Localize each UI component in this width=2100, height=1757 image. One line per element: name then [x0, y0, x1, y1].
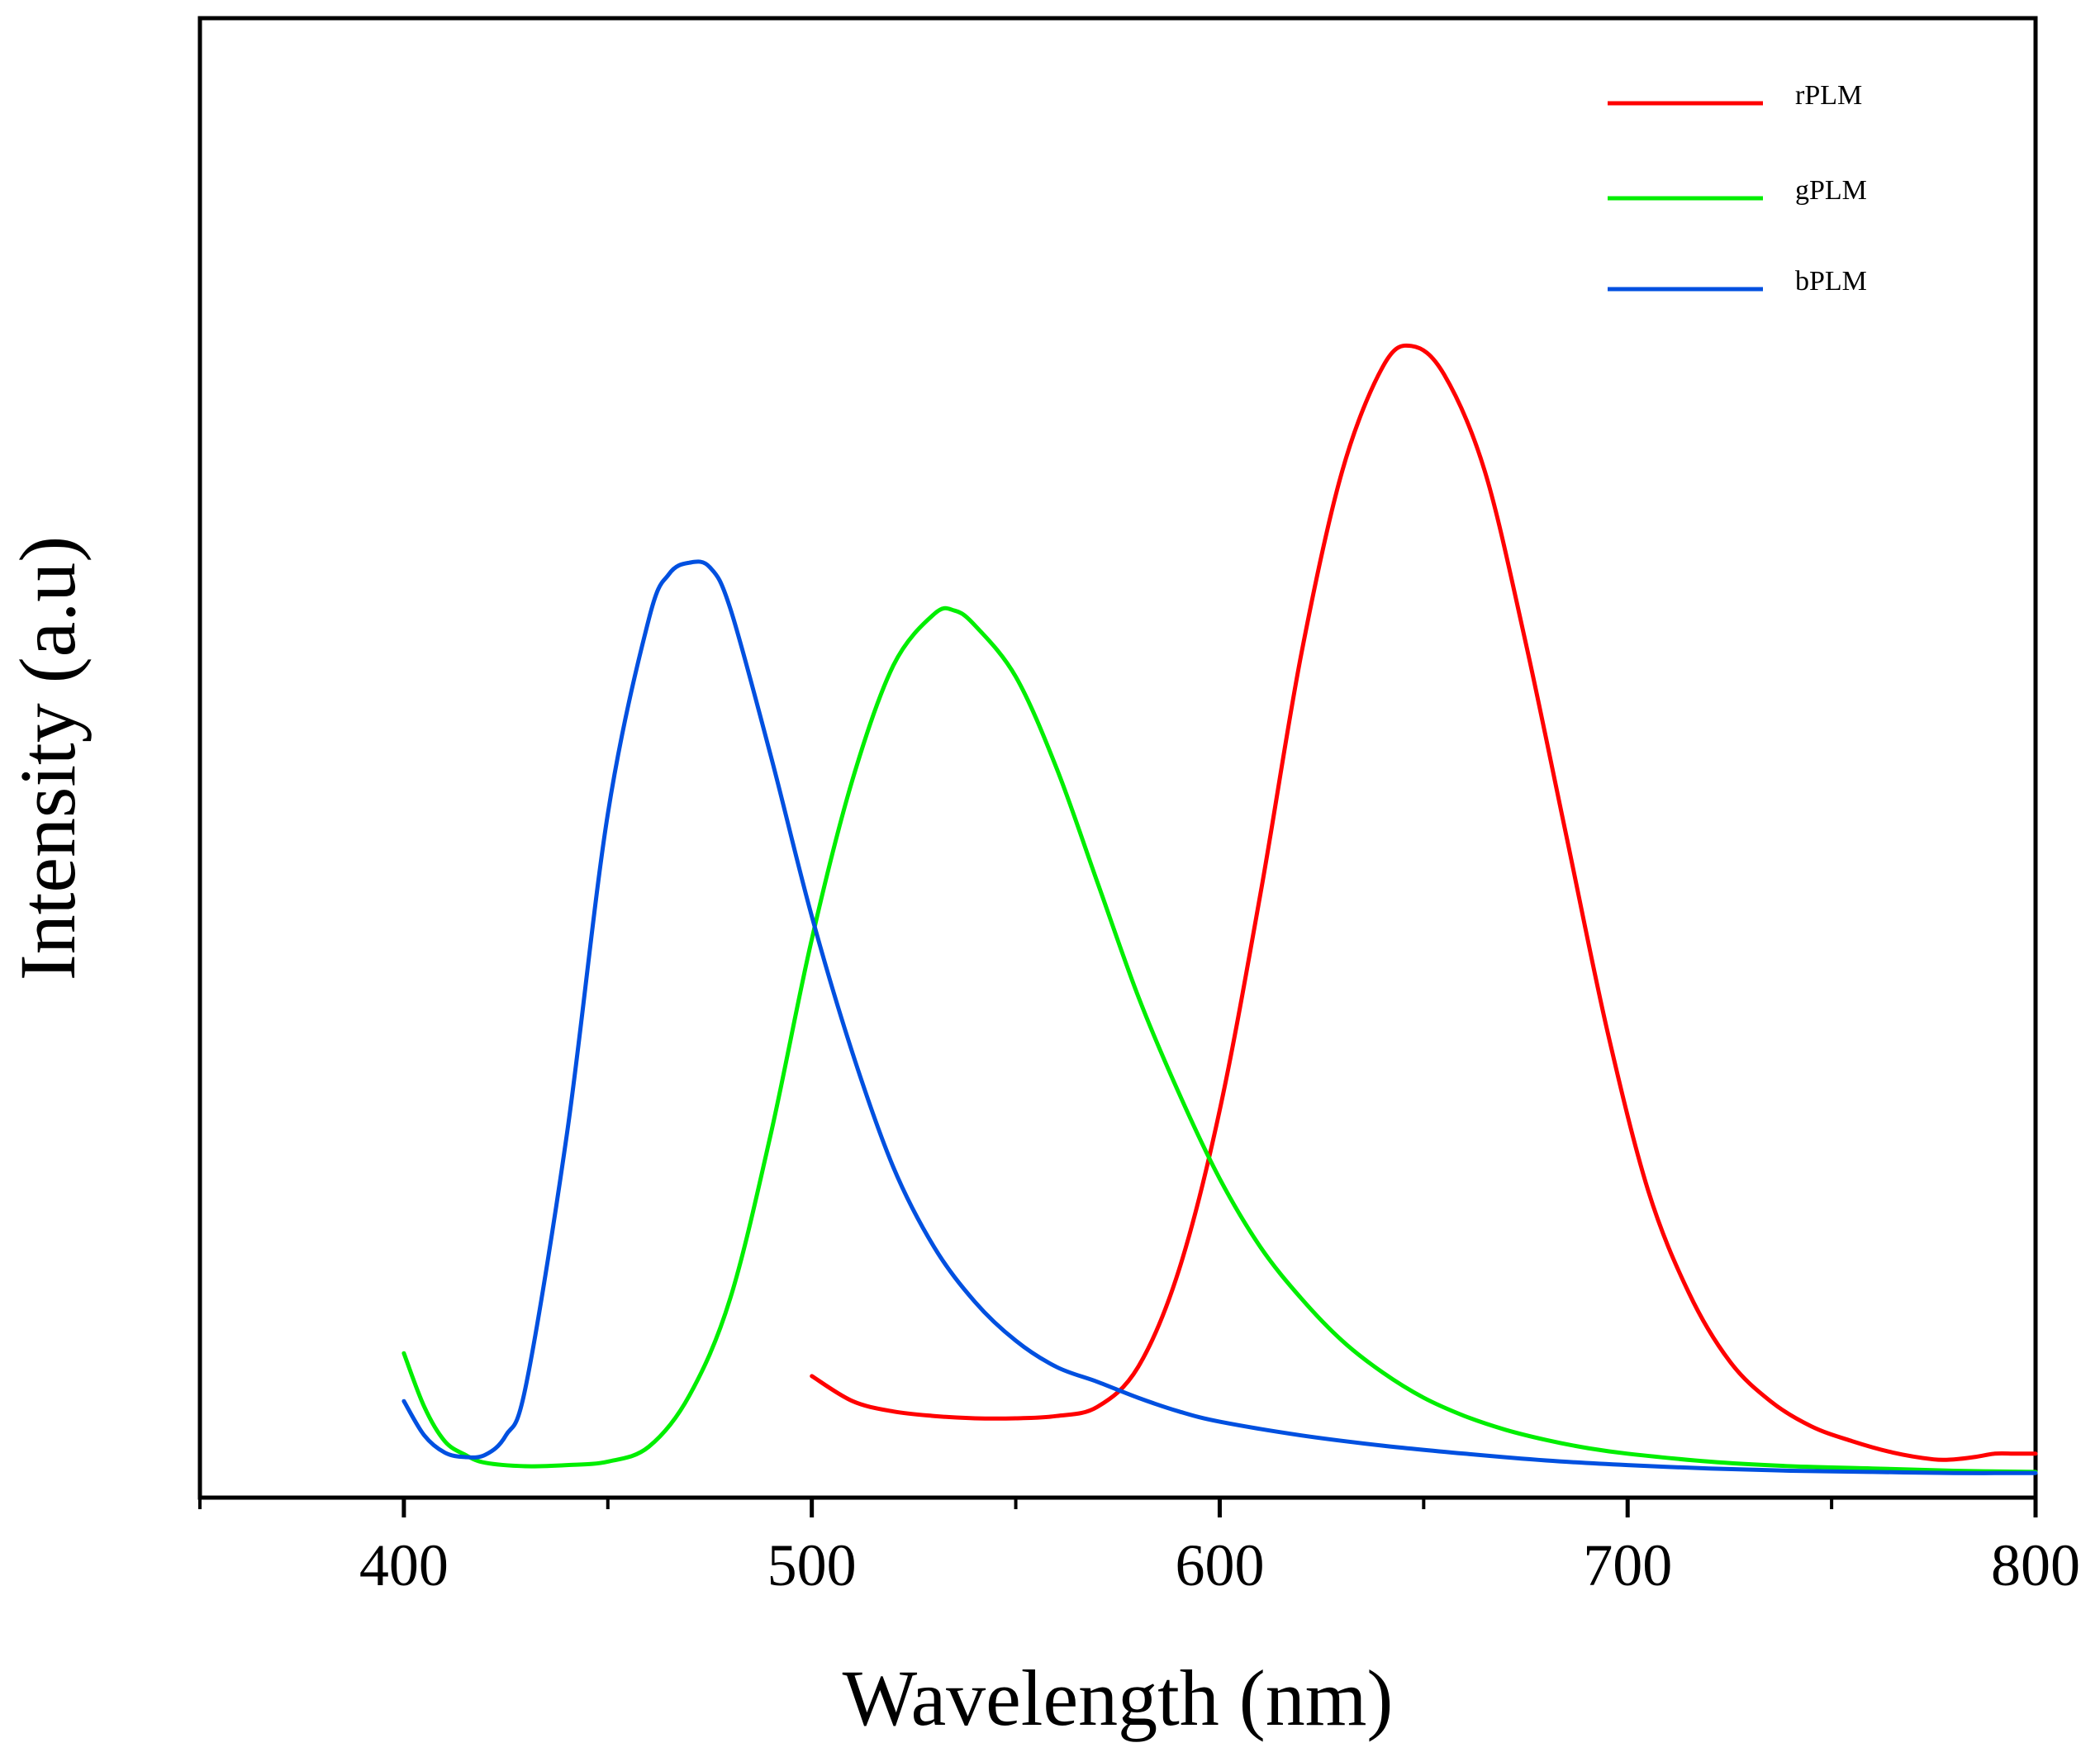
x-axis-title: Wavelength (nm): [843, 1654, 1394, 1742]
x-tick-label: 700: [1583, 1532, 1672, 1598]
legend: rPLM gPLM bPLM: [1608, 80, 1867, 297]
series-line-rPLM: [810, 343, 2038, 1462]
plot-frame: [197, 16, 2038, 1500]
x-ticks: 400 500 600 700 800: [198, 1498, 2080, 1598]
y-axis-title: Intensity (a.u): [3, 536, 92, 981]
x-tick-label: 500: [767, 1532, 857, 1598]
series-line-bPLM: [401, 559, 2038, 1475]
legend-label-rPLM: rPLM: [1795, 80, 1862, 111]
series-line-gPLM: [401, 605, 2038, 1474]
x-tick-label: 400: [359, 1532, 449, 1598]
x-tick-label: 600: [1175, 1532, 1264, 1598]
legend-label-gPLM: gPLM: [1795, 175, 1867, 206]
x-tick-label: 800: [1991, 1532, 2080, 1598]
series-lines: [401, 343, 2038, 1475]
legend-label-bPLM: bPLM: [1795, 266, 1867, 297]
